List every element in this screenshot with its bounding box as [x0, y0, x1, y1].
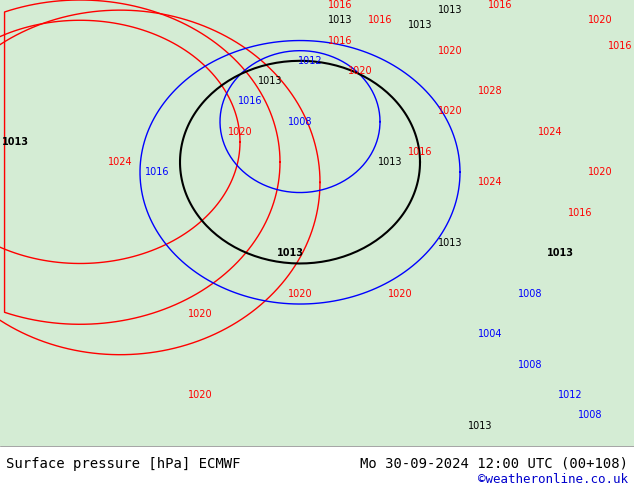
Text: 1016: 1016	[568, 208, 592, 218]
Text: 1016: 1016	[328, 36, 353, 46]
Text: 1013: 1013	[328, 15, 353, 25]
Text: 1013: 1013	[1, 137, 29, 147]
Text: 1013: 1013	[276, 248, 304, 258]
Text: 1013: 1013	[408, 21, 432, 30]
Text: 1012: 1012	[558, 390, 582, 400]
Text: 1004: 1004	[478, 329, 502, 340]
Text: 1020: 1020	[188, 309, 212, 319]
Text: 1020: 1020	[347, 66, 372, 76]
Text: 1016: 1016	[488, 0, 512, 10]
Text: 1020: 1020	[288, 289, 313, 299]
Text: 1013: 1013	[547, 248, 574, 258]
Text: ©weatheronline.co.uk: ©weatheronline.co.uk	[477, 472, 628, 486]
Text: 1013: 1013	[468, 420, 492, 431]
Text: 1020: 1020	[188, 390, 212, 400]
Text: 1016: 1016	[408, 147, 432, 157]
Text: 1016: 1016	[608, 41, 632, 50]
Text: 1028: 1028	[477, 86, 502, 96]
Text: 1013: 1013	[378, 157, 402, 167]
Text: 1008: 1008	[288, 117, 313, 126]
Text: 1012: 1012	[298, 56, 322, 66]
FancyBboxPatch shape	[0, 0, 634, 446]
Text: 1020: 1020	[588, 167, 612, 177]
Text: 1013: 1013	[437, 238, 462, 248]
Text: 1024: 1024	[538, 127, 562, 137]
Text: 1013: 1013	[258, 76, 282, 86]
Text: 1016: 1016	[368, 15, 392, 25]
Text: 1024: 1024	[108, 157, 133, 167]
Text: 1013: 1013	[437, 5, 462, 15]
Text: 1008: 1008	[578, 411, 602, 420]
Text: 1020: 1020	[437, 46, 462, 56]
Text: 1020: 1020	[437, 106, 462, 117]
Text: 1024: 1024	[477, 177, 502, 187]
Text: 1020: 1020	[228, 127, 252, 137]
Text: 1016: 1016	[328, 0, 353, 10]
Text: 1016: 1016	[145, 167, 169, 177]
Text: 1008: 1008	[518, 289, 542, 299]
FancyBboxPatch shape	[0, 0, 634, 446]
Text: Surface pressure [hPa] ECMWF: Surface pressure [hPa] ECMWF	[6, 457, 241, 471]
Text: 1020: 1020	[588, 15, 612, 25]
Text: Mo 30-09-2024 12:00 UTC (00+108): Mo 30-09-2024 12:00 UTC (00+108)	[359, 457, 628, 471]
Text: 1008: 1008	[518, 360, 542, 370]
Text: 1016: 1016	[238, 97, 262, 106]
Text: 1020: 1020	[387, 289, 412, 299]
